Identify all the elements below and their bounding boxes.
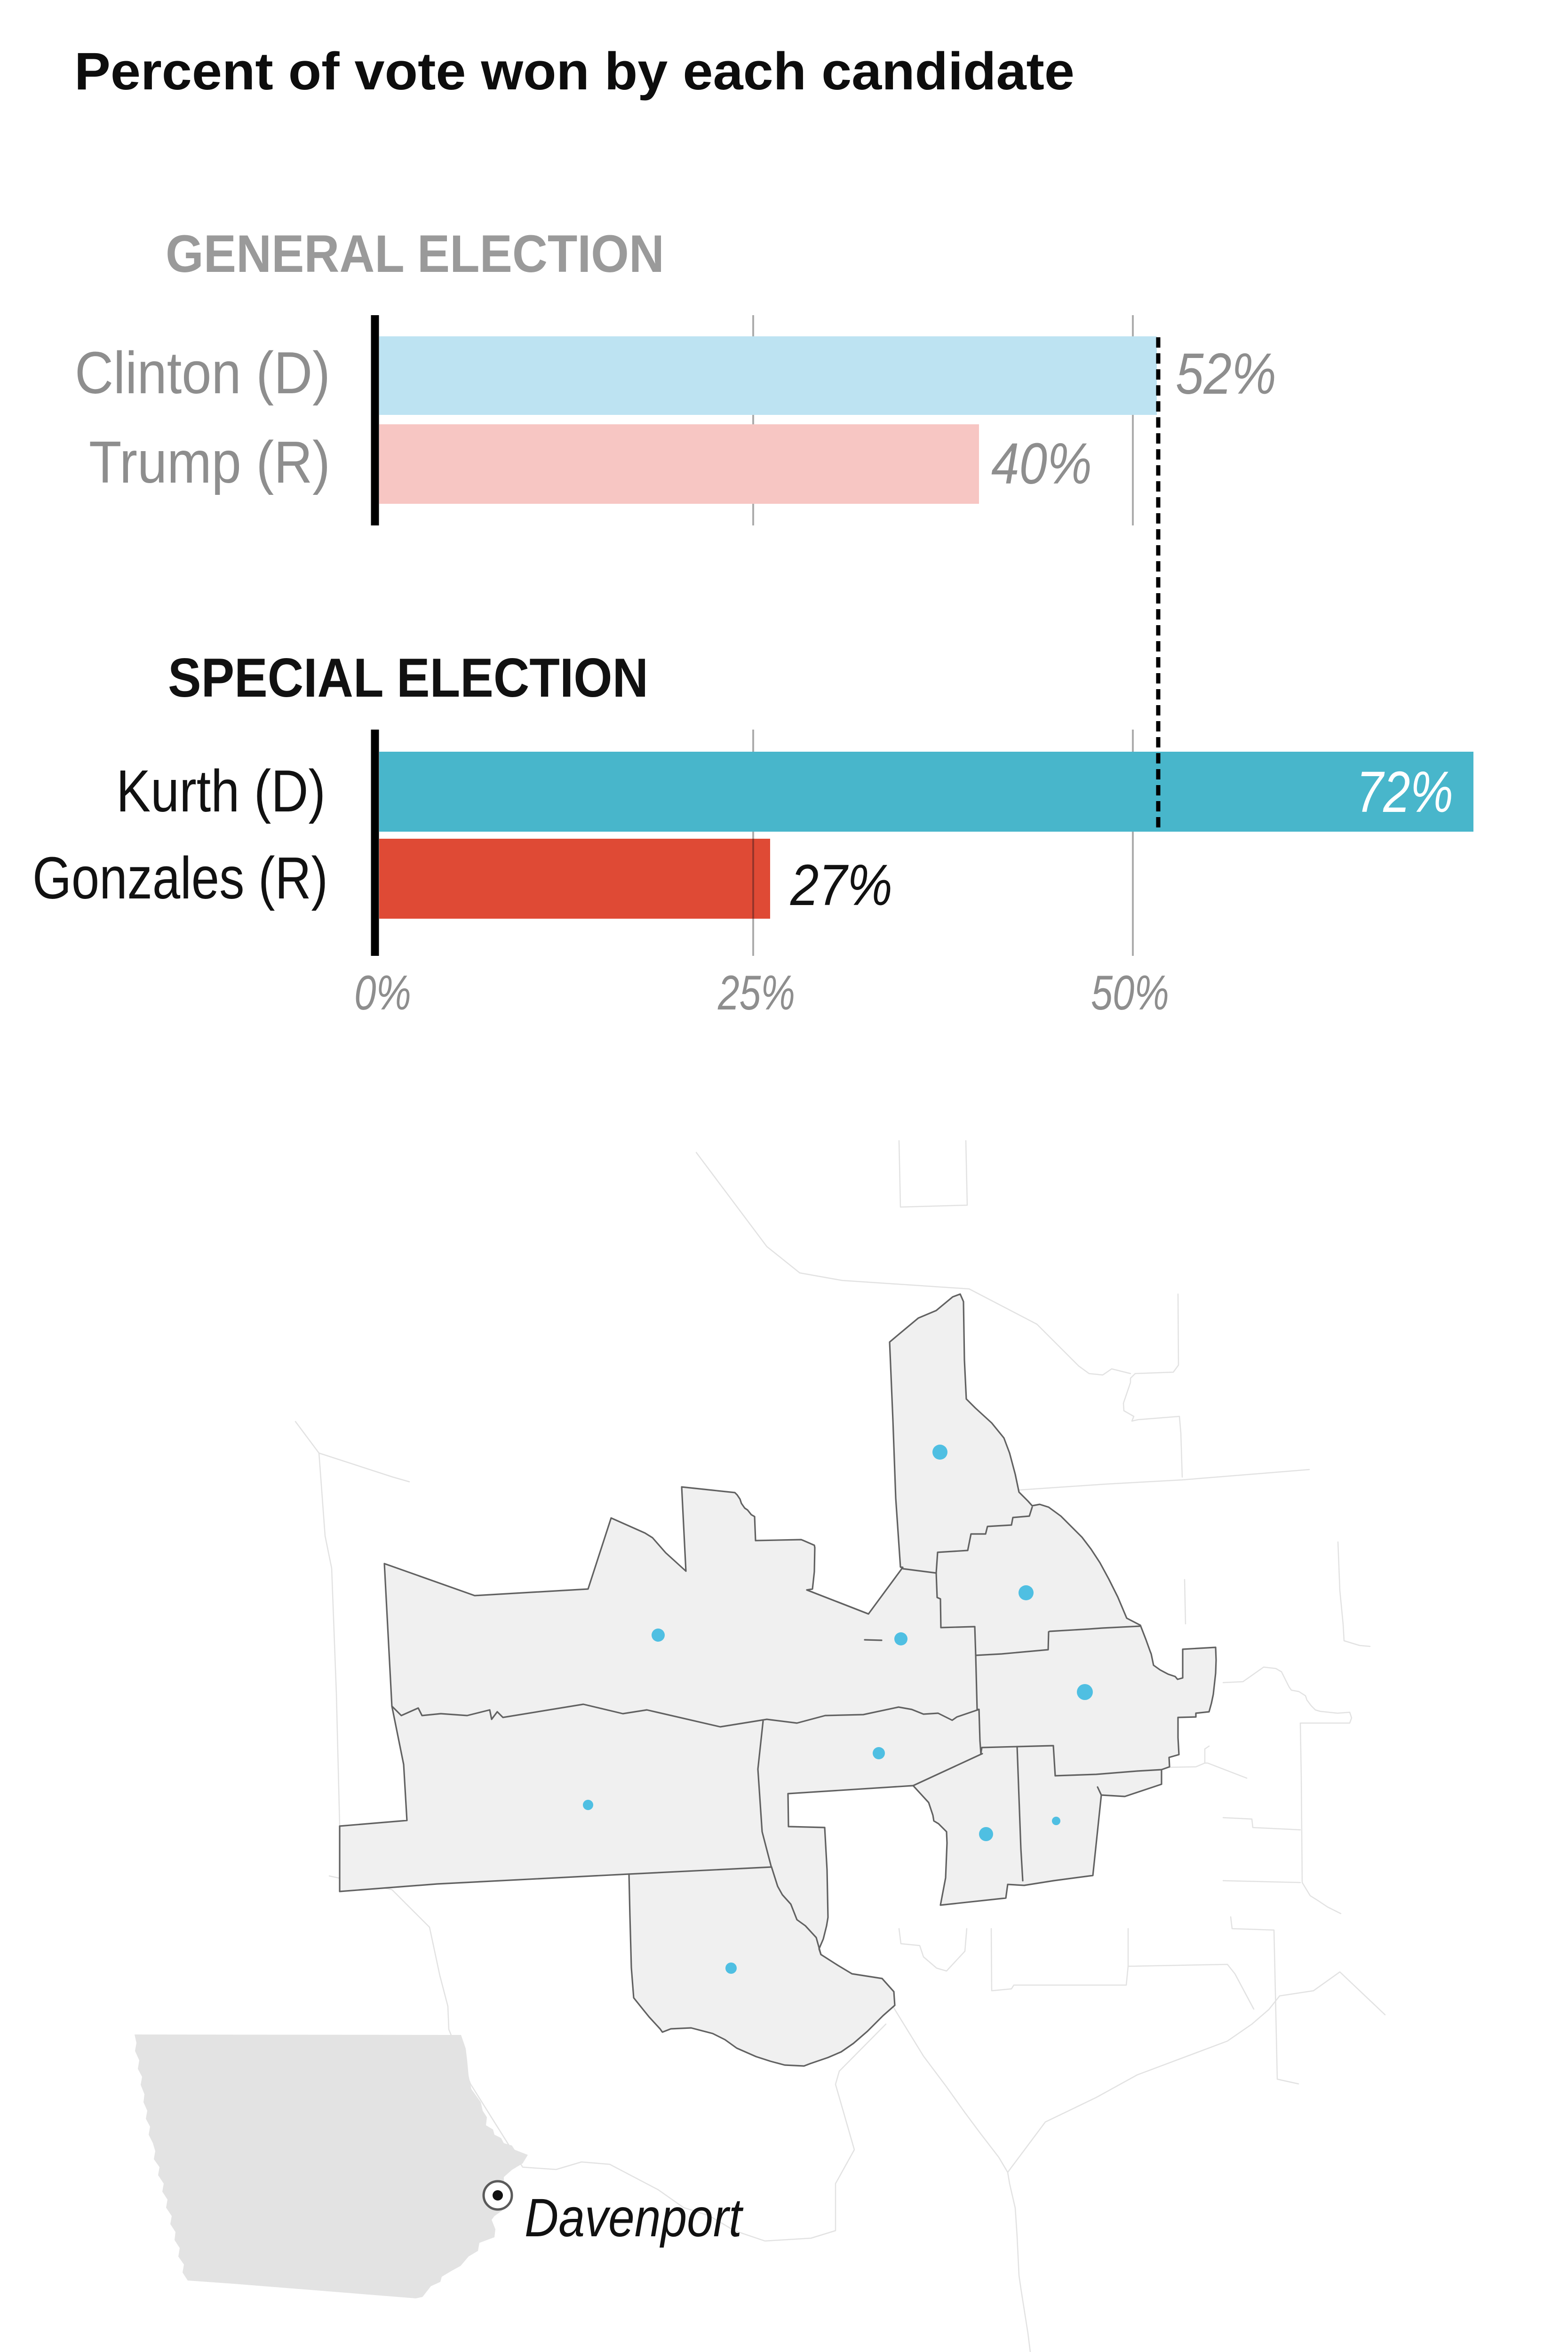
svg-text:27%: 27% <box>790 853 892 918</box>
svg-text:Gonzales (R): Gonzales (R) <box>32 845 328 911</box>
svg-text:0%: 0% <box>354 966 411 1020</box>
svg-text:40%: 40% <box>991 432 1092 496</box>
svg-text:52%: 52% <box>1176 342 1276 406</box>
svg-text:Davenport: Davenport <box>525 2188 744 2248</box>
svg-text:25%: 25% <box>717 966 795 1020</box>
svg-text:Trump (R): Trump (R) <box>89 429 330 495</box>
svg-text:SPECIAL ELECTION: SPECIAL ELECTION <box>168 647 648 708</box>
svg-text:Kurth (D): Kurth (D) <box>116 758 326 824</box>
svg-text:GENERAL ELECTION: GENERAL ELECTION <box>166 224 664 283</box>
svg-text:72%: 72% <box>1356 760 1453 825</box>
svg-text:50%: 50% <box>1091 966 1169 1020</box>
svg-text:Percent of vote won by each ca: Percent of vote won by each candidate <box>74 42 1075 101</box>
svg-text:Clinton (D): Clinton (D) <box>75 340 330 406</box>
